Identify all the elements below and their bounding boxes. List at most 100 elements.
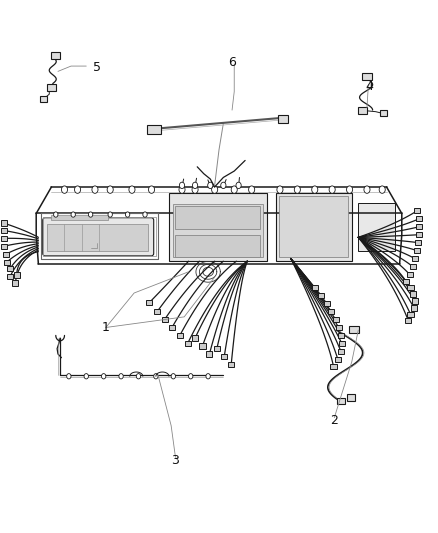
Bar bbox=[12, 280, 18, 286]
Circle shape bbox=[212, 186, 218, 193]
Circle shape bbox=[249, 186, 254, 193]
Bar bbox=[406, 272, 413, 277]
Bar bbox=[7, 274, 13, 279]
Bar bbox=[416, 216, 422, 221]
FancyBboxPatch shape bbox=[278, 115, 288, 123]
Bar bbox=[405, 318, 411, 323]
FancyBboxPatch shape bbox=[47, 84, 56, 91]
Bar bbox=[328, 309, 334, 314]
Bar bbox=[0, 220, 7, 225]
Circle shape bbox=[208, 182, 213, 189]
Text: 5: 5 bbox=[93, 61, 101, 74]
FancyBboxPatch shape bbox=[40, 96, 47, 102]
Bar bbox=[403, 279, 409, 284]
Circle shape bbox=[179, 186, 185, 193]
Circle shape bbox=[206, 374, 210, 379]
Bar bbox=[312, 285, 318, 290]
Bar bbox=[335, 357, 341, 362]
Circle shape bbox=[346, 186, 353, 193]
Bar bbox=[0, 228, 7, 233]
Circle shape bbox=[84, 374, 88, 379]
Circle shape bbox=[136, 374, 141, 379]
Bar bbox=[199, 343, 205, 349]
Bar bbox=[338, 349, 344, 354]
Circle shape bbox=[231, 186, 237, 193]
Bar bbox=[332, 317, 339, 322]
Bar bbox=[169, 193, 267, 261]
Circle shape bbox=[92, 186, 98, 193]
Bar bbox=[276, 193, 352, 261]
Text: 4: 4 bbox=[365, 80, 373, 93]
Bar bbox=[279, 196, 348, 257]
Bar bbox=[3, 252, 9, 257]
Circle shape bbox=[125, 212, 130, 217]
Circle shape bbox=[129, 186, 135, 193]
Bar bbox=[416, 232, 422, 237]
Circle shape bbox=[221, 182, 226, 189]
Bar bbox=[228, 362, 234, 367]
Bar bbox=[4, 260, 10, 265]
FancyBboxPatch shape bbox=[337, 398, 345, 404]
Bar bbox=[7, 266, 13, 271]
FancyBboxPatch shape bbox=[380, 110, 387, 116]
Circle shape bbox=[108, 212, 113, 217]
Bar bbox=[192, 335, 198, 341]
Circle shape bbox=[192, 182, 198, 189]
Text: 2: 2 bbox=[330, 414, 338, 427]
Circle shape bbox=[379, 186, 385, 193]
Circle shape bbox=[119, 374, 123, 379]
Bar bbox=[0, 244, 7, 249]
Circle shape bbox=[192, 186, 198, 193]
Bar bbox=[51, 215, 108, 220]
Circle shape bbox=[71, 212, 75, 217]
Bar bbox=[146, 300, 152, 305]
FancyBboxPatch shape bbox=[358, 107, 367, 114]
Bar bbox=[358, 203, 395, 251]
Bar bbox=[177, 333, 183, 338]
Circle shape bbox=[236, 182, 241, 189]
FancyBboxPatch shape bbox=[147, 125, 161, 134]
Bar bbox=[407, 285, 413, 290]
FancyBboxPatch shape bbox=[362, 73, 372, 80]
Circle shape bbox=[148, 186, 155, 193]
Bar bbox=[324, 301, 330, 306]
Bar bbox=[339, 341, 345, 346]
Bar bbox=[414, 208, 420, 214]
Bar bbox=[330, 364, 336, 369]
Bar bbox=[169, 325, 175, 330]
Bar bbox=[214, 346, 220, 351]
Circle shape bbox=[102, 374, 106, 379]
Bar bbox=[411, 305, 417, 311]
Bar bbox=[416, 224, 422, 229]
Bar bbox=[173, 204, 262, 257]
Bar bbox=[336, 325, 342, 330]
Circle shape bbox=[277, 186, 283, 193]
Bar bbox=[162, 317, 168, 322]
FancyBboxPatch shape bbox=[349, 326, 359, 333]
Text: 3: 3 bbox=[172, 454, 180, 466]
Circle shape bbox=[74, 186, 81, 193]
Circle shape bbox=[312, 186, 318, 193]
Text: 6: 6 bbox=[228, 56, 236, 69]
Bar bbox=[410, 292, 416, 297]
Bar bbox=[407, 312, 413, 317]
Circle shape bbox=[364, 186, 370, 193]
FancyBboxPatch shape bbox=[346, 394, 355, 401]
Bar bbox=[414, 248, 420, 253]
Bar bbox=[176, 235, 260, 257]
Circle shape bbox=[53, 212, 58, 217]
Circle shape bbox=[88, 212, 93, 217]
Circle shape bbox=[188, 374, 193, 379]
Circle shape bbox=[67, 374, 71, 379]
Text: 1: 1 bbox=[102, 321, 110, 334]
Bar bbox=[318, 293, 324, 298]
Circle shape bbox=[171, 374, 176, 379]
Circle shape bbox=[143, 212, 147, 217]
Bar bbox=[154, 309, 160, 314]
Bar bbox=[47, 224, 148, 251]
FancyBboxPatch shape bbox=[43, 217, 154, 256]
Bar bbox=[206, 351, 212, 357]
Circle shape bbox=[180, 182, 185, 189]
FancyBboxPatch shape bbox=[51, 52, 60, 59]
Circle shape bbox=[61, 186, 67, 193]
